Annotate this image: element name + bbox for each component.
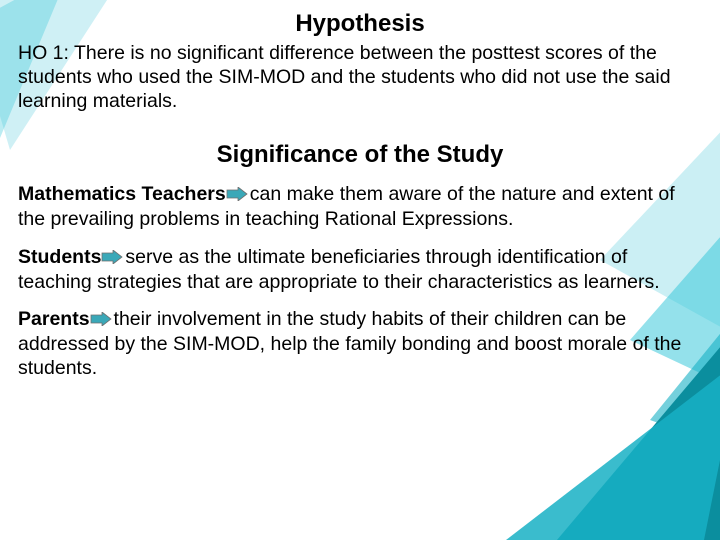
significance-item: Studentsserve as the ultimate beneficiar… <box>18 246 702 295</box>
significance-label: Parents <box>18 308 90 330</box>
heading-hypothesis: Hypothesis <box>18 10 702 38</box>
arrow-icon <box>226 184 248 208</box>
arrow-icon <box>90 309 112 333</box>
heading-significance: Significance of the Study <box>18 141 702 169</box>
significance-item: Parentstheir involvement in the study ha… <box>18 308 702 380</box>
slide-content: Hypothesis HO 1: There is no significant… <box>0 0 720 381</box>
significance-text: their involvement in the study habits of… <box>18 308 681 379</box>
significance-item: Mathematics Teacherscan make them aware … <box>18 183 702 232</box>
hypothesis-text: HO 1: There is no significant difference… <box>18 42 702 113</box>
significance-label: Students <box>18 246 101 268</box>
significance-label: Mathematics Teachers <box>18 183 226 205</box>
arrow-icon <box>101 247 123 271</box>
